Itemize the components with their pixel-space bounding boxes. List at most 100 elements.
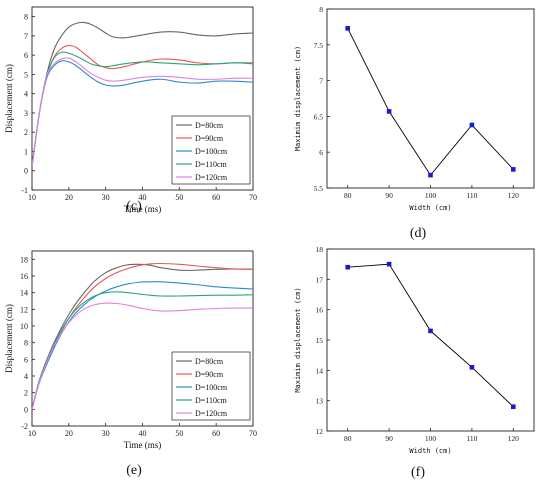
- y-tick-label: 8: [24, 13, 28, 22]
- panel-label-d: (d): [410, 226, 427, 241]
- legend: D=80cm D=90cm D=100cm D=110cm D=120cm: [171, 115, 251, 185]
- y-tick-label: 15: [316, 336, 324, 345]
- panel-label-e: (e): [126, 463, 142, 478]
- data-point: [386, 261, 392, 267]
- x-tick-label: 50: [175, 429, 183, 438]
- y-tick-label: 8: [24, 339, 28, 348]
- x-tick-label: 10: [28, 193, 36, 202]
- legend-label: D=110cm: [195, 396, 228, 405]
- y-tick-label: 16: [20, 272, 28, 281]
- legend-label: D=100cm: [195, 147, 228, 156]
- x-tick-label: 90: [385, 191, 393, 200]
- series-line-d-110cm: [32, 51, 253, 167]
- y-tick-label: 12: [20, 305, 28, 314]
- series-line-d-100cm: [32, 60, 253, 167]
- y-axis-title: Displacement (cm): [4, 64, 14, 133]
- y-tick-label: 1: [24, 147, 28, 156]
- x-tick-label: 40: [139, 429, 147, 438]
- x-tick-label: 120: [508, 434, 520, 443]
- y-tick-label: 14: [20, 289, 28, 298]
- legend: D=80cm D=90cm D=100cm D=110cm D=120cm: [171, 351, 251, 421]
- legend-box: [171, 115, 251, 185]
- x-tick-label: 120: [508, 191, 520, 200]
- y-tick-label: 18: [20, 255, 28, 264]
- series-line-d-110cm: [32, 291, 253, 410]
- y-tick-label: 0: [24, 167, 28, 176]
- data-point: [511, 404, 516, 410]
- y-tick-label: 17: [316, 275, 324, 284]
- legend-label: D=80cm: [195, 357, 224, 366]
- data-line: [347, 28, 514, 176]
- y-tick-label: 6: [24, 355, 28, 364]
- y-tick-label: 8: [319, 5, 323, 14]
- y-tick-label: 13: [316, 397, 324, 406]
- x-tick-label: 30: [102, 193, 110, 202]
- data-point: [469, 122, 475, 128]
- legend-label: D=110cm: [195, 160, 228, 169]
- plot-frame: [326, 8, 535, 189]
- y-tick-label: 6: [24, 51, 28, 60]
- y-tick-label: 4: [24, 90, 28, 99]
- series-line-d-120cm: [32, 57, 253, 167]
- y-tick-label: 7: [24, 32, 28, 41]
- y-tick-label: 4: [24, 372, 28, 381]
- y-axis-title: Displacement (cm): [4, 304, 14, 373]
- series-group: [32, 21, 253, 167]
- data-point: [511, 167, 516, 172]
- x-tick-label: 60: [212, 429, 220, 438]
- x-axis-title: Time (ms): [124, 204, 161, 214]
- x-tick-label: 30: [102, 429, 110, 438]
- x-tick-label: 40: [139, 193, 147, 202]
- legend-label: D=90cm: [195, 134, 224, 143]
- panel-label-f: (f): [411, 465, 425, 480]
- x-axis-title: Width (cm): [409, 447, 451, 455]
- y-tick-label: 16: [316, 306, 324, 315]
- y-tick-label: 0: [24, 405, 28, 414]
- data-point: [345, 264, 350, 270]
- legend-label: D=120cm: [195, 409, 228, 418]
- y-tick-label: 3: [24, 109, 28, 118]
- y-tick-label: 5.5: [314, 184, 324, 193]
- data-point: [428, 172, 433, 178]
- chart-panel-e: 10 20 30 40 50 60 70 -2 0 2 4 6 8 10 12 14 16 18 Time (ms)…: [4, 250, 257, 450]
- chart-panel-f: 80 90 100 110 120 12 13 14 15 16 17 18 Width (cm) Max…: [294, 245, 535, 455]
- y-tick-label: 10: [20, 322, 28, 331]
- legend-label: D=90cm: [195, 370, 224, 379]
- legend-label: D=80cm: [195, 121, 224, 130]
- x-tick-label: 70: [249, 193, 257, 202]
- y-tick-label: 2: [24, 389, 28, 398]
- y-tick-label: 2: [24, 128, 28, 137]
- data-point: [345, 26, 350, 31]
- legend-label: D=100cm: [195, 383, 228, 392]
- x-axis-title: Time (ms): [124, 440, 161, 450]
- y-tick-label: 7.5: [314, 41, 324, 50]
- y-tick-label: 18: [316, 245, 324, 254]
- x-tick-label: 100: [425, 434, 437, 443]
- x-tick-label: 110: [466, 191, 477, 200]
- y-tick-label: 5: [24, 70, 28, 79]
- data-point: [386, 109, 392, 114]
- y-tick-label: 6.5: [314, 112, 324, 121]
- y-axis-title: Maximim displacement (cm): [294, 46, 302, 151]
- y-tick-label: 12: [316, 427, 324, 436]
- y-tick-label: -1: [21, 186, 28, 195]
- data-point: [469, 365, 475, 370]
- x-tick-label: 10: [28, 429, 36, 438]
- x-tick-label: 50: [175, 193, 183, 202]
- legend-box: [171, 351, 251, 421]
- x-tick-label: 80: [344, 434, 352, 443]
- y-axis-title: Maximim displacement (cm): [294, 287, 302, 392]
- y-tick-label: -2: [21, 422, 28, 431]
- series-line-d-80cm: [32, 21, 253, 167]
- x-tick-label: 20: [65, 429, 73, 438]
- data-point: [428, 328, 433, 334]
- legend-label: D=120cm: [195, 173, 228, 182]
- x-tick-label: 70: [249, 429, 257, 438]
- x-axis-title: Width (cm): [409, 204, 451, 212]
- series-line-d-120cm: [32, 302, 253, 410]
- series-group: [32, 262, 253, 410]
- x-tick-label: 80: [344, 191, 352, 200]
- chart-panel-d: 80 90 100 110 120 5.5 6 6.5 7 7.5 8 Width (cm) Maxim…: [294, 5, 535, 212]
- panel-label-c: (c): [126, 199, 142, 214]
